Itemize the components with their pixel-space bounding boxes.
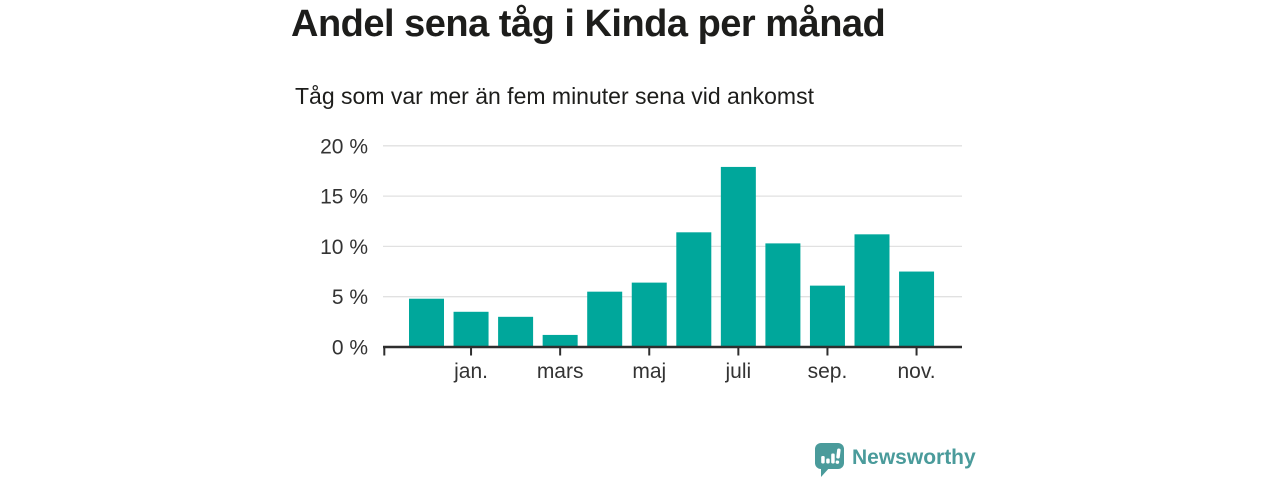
- newsworthy-logo-icon: [815, 443, 844, 477]
- bar: [587, 291, 623, 347]
- logo-mini-bars: [821, 448, 841, 464]
- newsworthy-logo: Newsworthy: [815, 443, 976, 477]
- bar: [676, 232, 712, 347]
- y-axis-label: 5 %: [332, 286, 368, 309]
- x-axis-label: sep.: [808, 360, 848, 383]
- bar: [720, 166, 756, 347]
- x-axis-label: juli: [725, 360, 752, 383]
- bar: [542, 334, 578, 347]
- bar: [854, 234, 890, 347]
- bar: [498, 316, 534, 347]
- y-axis-label: 0 %: [332, 337, 368, 360]
- x-axis-label: jan.: [453, 360, 488, 383]
- x-axis-label: maj: [632, 360, 666, 383]
- bar: [899, 271, 935, 347]
- bar: [809, 285, 845, 347]
- newsworthy-logo-text: Newsworthy: [852, 446, 976, 469]
- x-axis-label: nov.: [897, 360, 935, 383]
- chart-title: Andel sena tåg i Kinda per månad: [291, 3, 886, 45]
- y-axis-label: 10 %: [320, 236, 368, 259]
- bar: [409, 298, 444, 347]
- bar: [765, 243, 801, 347]
- chart-subtitle: Tåg som var mer än fem minuter sena vid …: [295, 83, 814, 109]
- bar-chart: 0 % 5 % 10 % 15 % 20 % jan. mars maj juli sep. nov…: [320, 135, 962, 383]
- bar: [631, 282, 667, 347]
- y-axis-label: 20 %: [320, 135, 368, 158]
- y-axis-label: 15 %: [320, 186, 368, 209]
- logo-exclamation: [835, 448, 841, 464]
- bar: [453, 311, 489, 347]
- x-axis-label: mars: [537, 360, 584, 383]
